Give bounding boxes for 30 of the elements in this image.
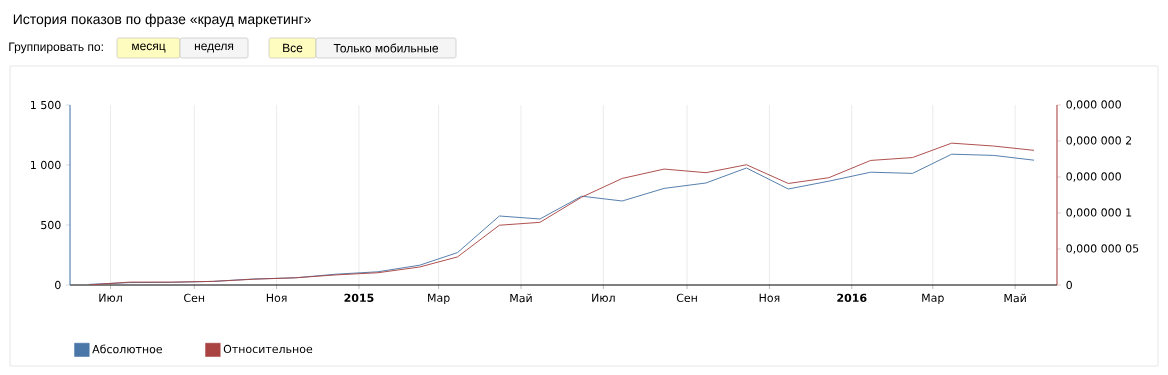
y2-tick-label: 0,000 000: [1066, 100, 1121, 110]
x-tick-label: 2016: [837, 293, 867, 303]
x-tick-label: Май: [510, 293, 532, 303]
text: Все: [283, 43, 303, 53]
chart-title: История показов по фразе «крауд маркетинг»: [13, 13, 311, 27]
text: Группировать по:: [9, 42, 103, 54]
x-tick-label: Ноя: [266, 293, 287, 302]
y2-tick-label: 0,000 000: [1066, 172, 1121, 182]
x-tick-label: Сен: [184, 293, 205, 303]
y2-tick-label: 0,000 000 05: [1066, 244, 1139, 254]
x-tick-label: Мар: [428, 293, 450, 304]
y2-tick-label: 0: [1066, 280, 1072, 290]
text: неделя: [194, 43, 234, 53]
x-tick-label: Сен: [676, 293, 697, 303]
text: месяц: [132, 43, 166, 53]
x-tick-label: 2015: [344, 293, 374, 303]
legend-label: Относительное: [223, 344, 313, 354]
y2-tick-label: 0,000 000 1: [1066, 208, 1132, 218]
x-tick-label: Июл: [592, 293, 615, 302]
x-tick-label: Июл: [99, 293, 122, 302]
x-tick-label: Мар: [922, 293, 944, 304]
y-tick-label: 0: [55, 280, 61, 290]
text: Только мобильные: [333, 43, 439, 53]
legend-label: Абсолютное: [92, 344, 163, 354]
y-tick-label: 1 000: [31, 160, 61, 170]
x-tick-label: Май: [1004, 293, 1026, 303]
y2-tick-label: 0,000 000 2: [1066, 136, 1132, 146]
y-tick-label: 500: [41, 220, 61, 230]
x-tick-label: Ноя: [759, 293, 780, 302]
y-tick-label: 1 500: [31, 100, 61, 110]
